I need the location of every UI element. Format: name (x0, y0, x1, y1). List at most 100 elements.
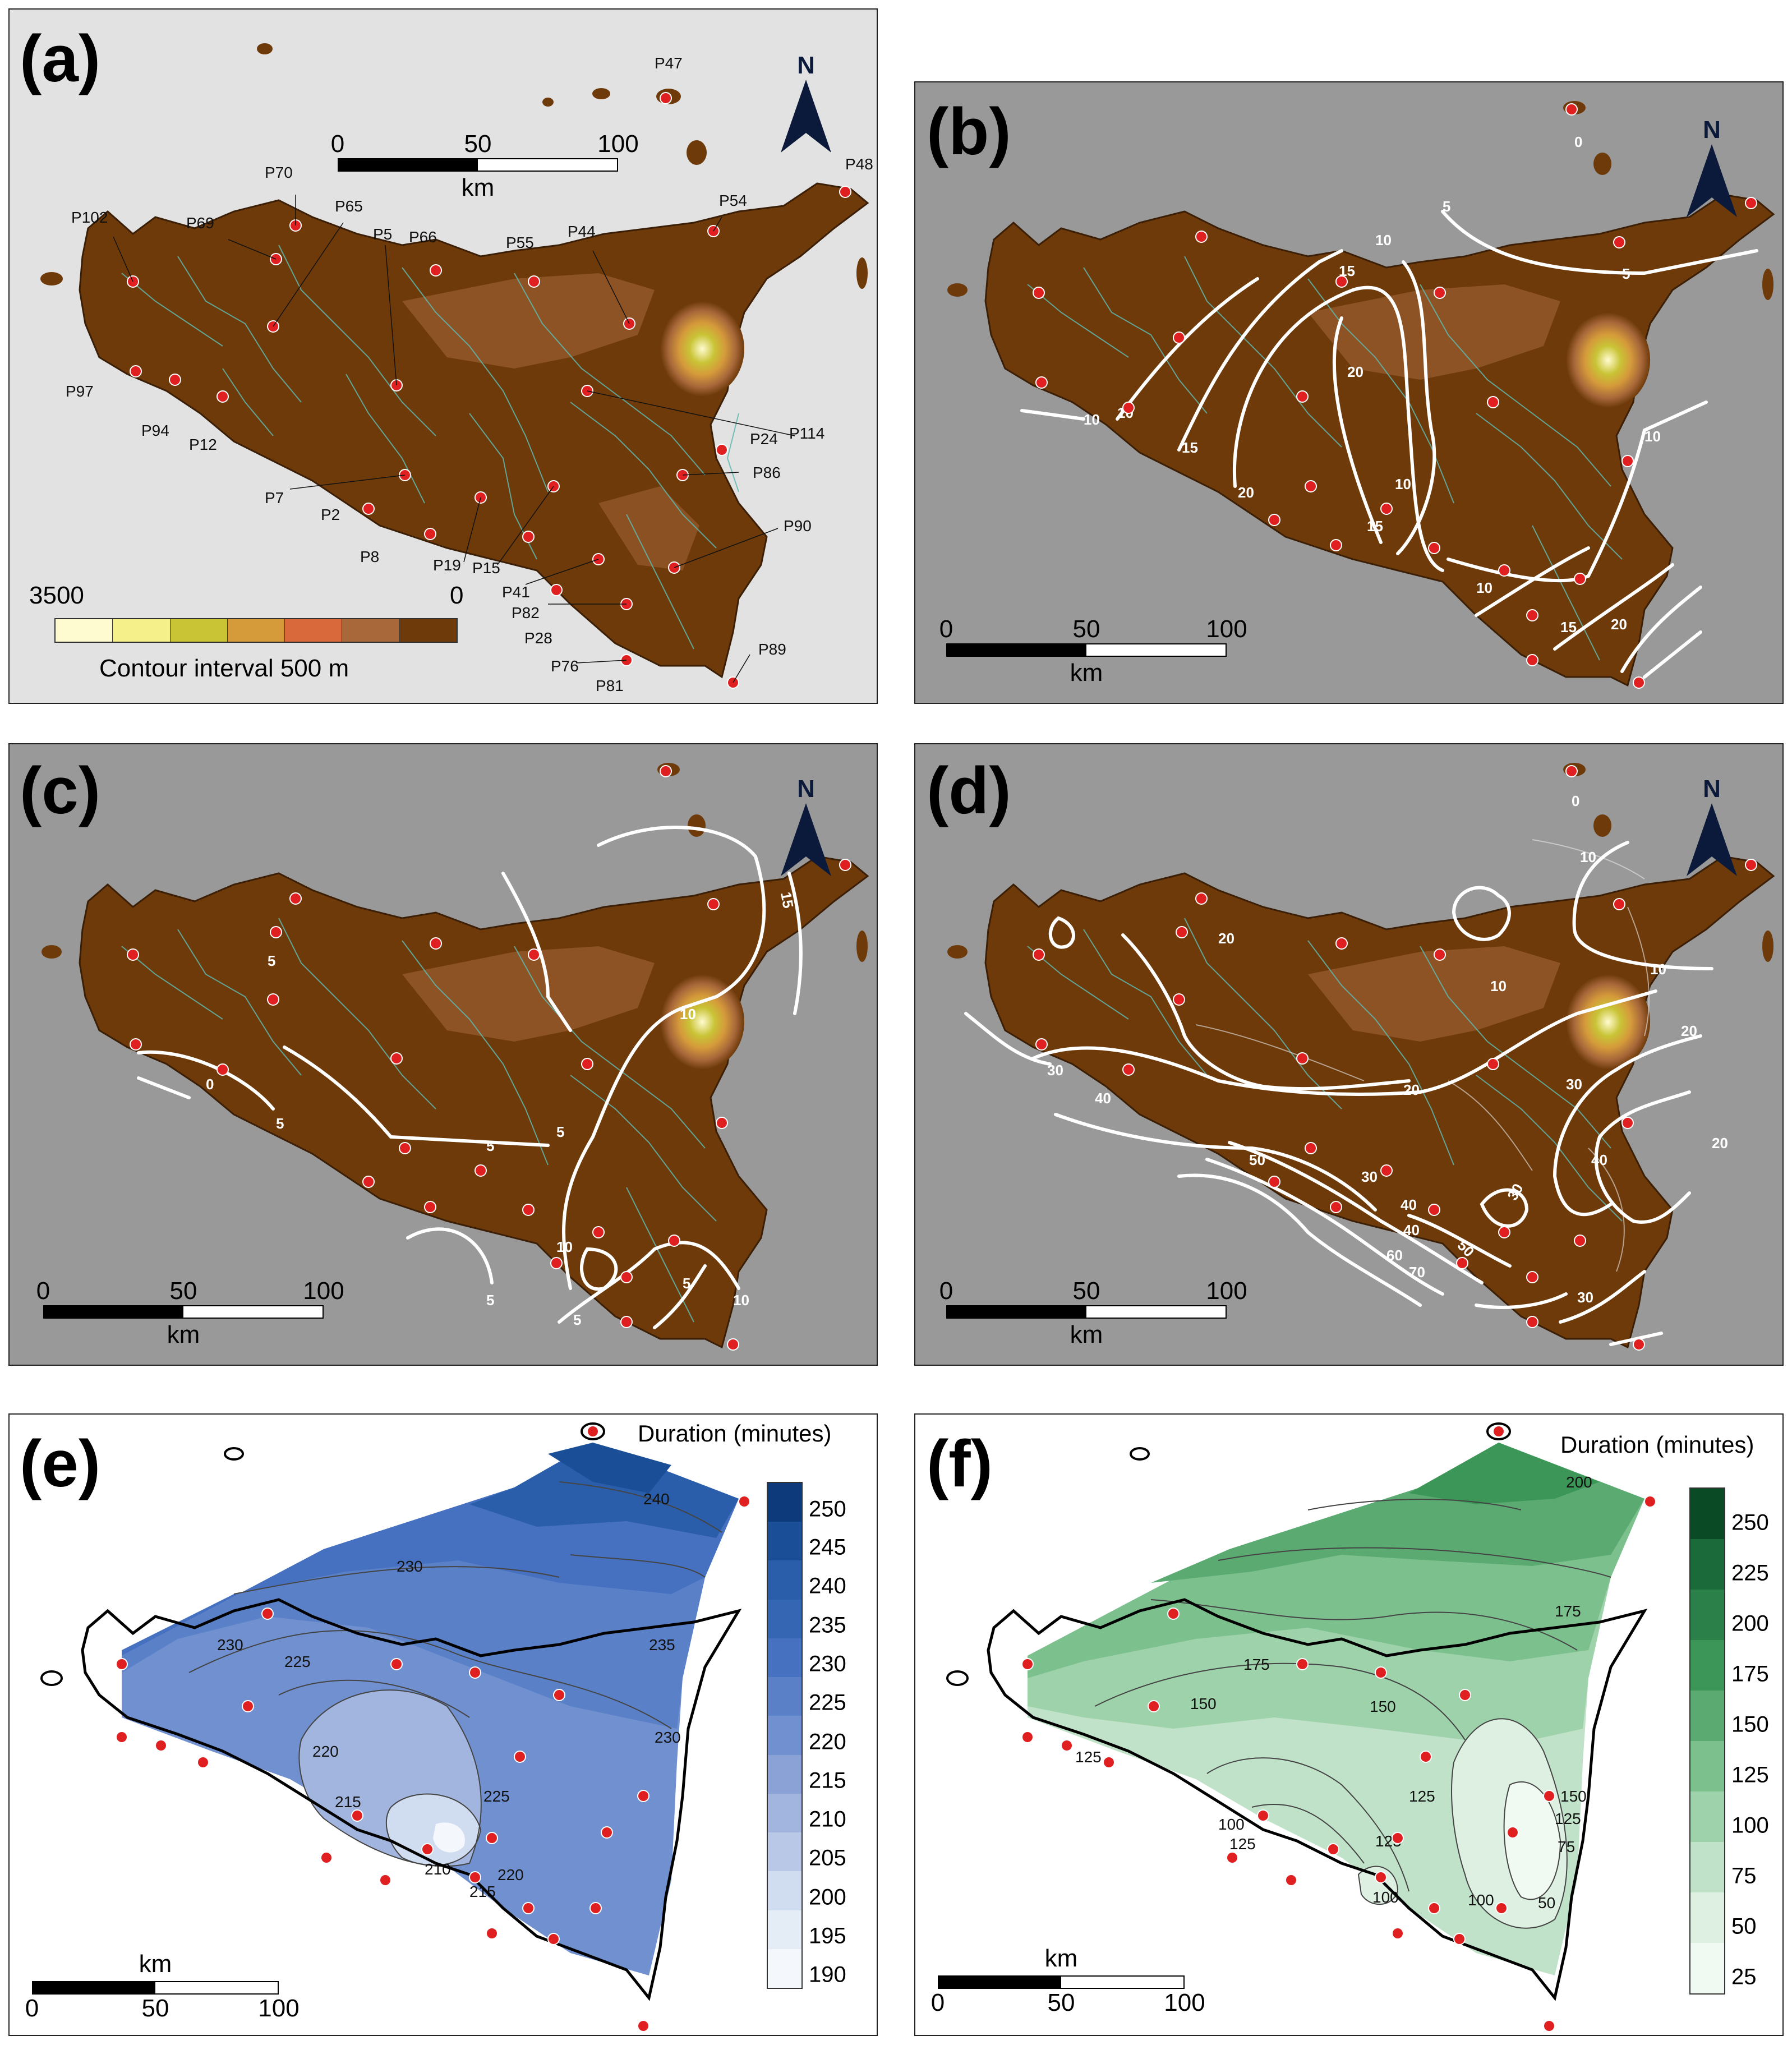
scale-bar: 0 50 100 km (939, 615, 1247, 687)
contour-label: 230 (217, 1636, 243, 1653)
dem-swatch (227, 619, 285, 642)
coastline (987, 1598, 1648, 2001)
colorbar-swatch (768, 1949, 801, 1988)
station-label: P47 (655, 54, 683, 72)
dem-swatch (170, 619, 228, 642)
island-egadi (947, 283, 968, 297)
contour-label: 200 (1566, 1473, 1592, 1491)
isoline-label: 0 (206, 1076, 214, 1093)
island-egadi (42, 945, 62, 959)
colorbar-swatch (768, 1832, 801, 1872)
north-label: N (1703, 116, 1721, 144)
island-malta (856, 257, 868, 289)
scale-tick: 0 (930, 1989, 945, 2016)
isoline-label: 10 (1395, 476, 1411, 492)
station-label: P19 (433, 556, 461, 574)
colorbar-swatch (768, 1638, 801, 1678)
north-arrow: N (778, 775, 834, 890)
island-north-3 (592, 88, 610, 99)
station-label: P82 (512, 604, 540, 621)
contour-label: 150 (1560, 1788, 1587, 1805)
north-label: N (797, 52, 815, 79)
isoline-label: 10 (1490, 978, 1507, 994)
contour-labels: 230 240 235 230 225 220 215 225 210 215 … (217, 1490, 681, 1900)
map-c: 15 10 5 5 5 0 5 5 10 10 5 5 (42, 763, 869, 1351)
colorbar-swatch (768, 1677, 801, 1716)
isoline-label: 10 (1084, 411, 1100, 428)
scale-bar-graphic (43, 1305, 324, 1319)
etna-volcano (660, 974, 744, 1070)
dem-legend-min: 0 (450, 582, 464, 609)
island-ustica (257, 43, 273, 54)
colorbar-tick: 230 (809, 1651, 846, 1676)
duration-surface (1028, 1443, 1644, 1975)
scale-ticks: 0 50 100 (331, 130, 639, 158)
island-outline (1130, 1447, 1150, 1461)
isoline-label: 40 (1403, 1222, 1420, 1238)
isoline-label: 30 (1577, 1289, 1593, 1306)
isoline-label: 20 (1681, 1022, 1697, 1039)
etna-volcano (660, 301, 744, 397)
map-d: 0 10 20 10 10 20 30 30 40 20 30 20 40 50… (947, 763, 1775, 1351)
contour-label: 100 (1218, 1816, 1245, 1833)
colorbar-tick: 195 (809, 1923, 846, 1949)
isoline-label: 30 (1361, 1168, 1378, 1185)
scale-bar: km 0 50 100 (931, 1945, 1205, 2017)
river-network (1027, 918, 1623, 1222)
colorbar-tick: 200 (1731, 1611, 1769, 1636)
colorbar-title: Duration (minutes) (1560, 1431, 1754, 1458)
panel-c: 15 10 5 5 5 0 5 5 10 10 5 5 (c) N (8, 743, 878, 1366)
scale-tick: 0 (939, 1277, 953, 1305)
etna-volcano (1566, 974, 1650, 1070)
north-arrow-icon (1687, 144, 1737, 217)
colorbar-tick: 225 (809, 1690, 846, 1715)
contour-label: 235 (649, 1636, 675, 1653)
scale-tick: 50 (141, 1995, 169, 2022)
north-arrow: N (1684, 116, 1740, 231)
colorbar-swatch (1690, 1741, 1724, 1791)
scale-unit: km (139, 1950, 172, 1978)
scale-tick: 100 (1164, 1989, 1205, 2016)
isoline-label: 5 (1622, 265, 1630, 282)
contour-label: 220 (312, 1743, 339, 1760)
isoline-label: 5 (268, 952, 275, 969)
dem-legend-max: 3500 (29, 582, 84, 609)
panel-d: 0 10 20 10 10 20 30 30 40 20 30 20 40 50… (914, 743, 1784, 1366)
station-label: P44 (568, 223, 596, 240)
contour-label: 230 (397, 1558, 423, 1575)
isoline-label: 15 (1560, 619, 1577, 635)
isoline-label: 30 (1566, 1076, 1582, 1093)
island-north (688, 814, 706, 837)
panel-label-f: (f) (927, 1427, 993, 1501)
isoline-label: 5 (556, 1123, 564, 1140)
scale-unit: km (167, 1321, 200, 1348)
isoline-label: 10 (1580, 849, 1596, 865)
colorbar-swatch (768, 1522, 801, 1561)
isoline-label: 40 (1591, 1152, 1607, 1168)
isolines (964, 841, 1713, 1346)
contour-lines (1094, 1499, 1611, 1929)
colorbar-tick: 200 (809, 1885, 846, 1910)
scale-bar-graphic (946, 1305, 1227, 1319)
scale-tick: 0 (25, 1995, 39, 2022)
dem-legend: 3500 0 Contour interval 500 m (29, 582, 463, 683)
colorbar-swatch (768, 1793, 801, 1833)
contour-label: 100 (1372, 1889, 1399, 1906)
contour-label: 50 (1538, 1894, 1555, 1912)
sicily-landmass (984, 855, 1775, 1349)
north-arrow: N (778, 52, 834, 167)
scale-tick: 50 (464, 130, 492, 158)
colorbar-tick: 25 (1731, 1964, 1757, 1989)
scale-unit: km (1070, 1321, 1103, 1348)
station-label: P94 (141, 422, 169, 439)
isoline-label: 20 (1611, 616, 1627, 633)
station-label: P48 (845, 155, 873, 173)
station-label: P114 (789, 425, 824, 442)
map-f: 200 175 175 150 150 125 125 150 125 100 … (946, 1422, 1656, 2032)
contour-label: 150 (1370, 1698, 1396, 1715)
colorbar-swatch (768, 1716, 801, 1755)
contour-label: 230 (655, 1729, 681, 1746)
scale-ticks: 0 50 100 (931, 1989, 1205, 2017)
contour-label: 220 (497, 1866, 524, 1883)
north-arrow-icon (781, 80, 831, 153)
